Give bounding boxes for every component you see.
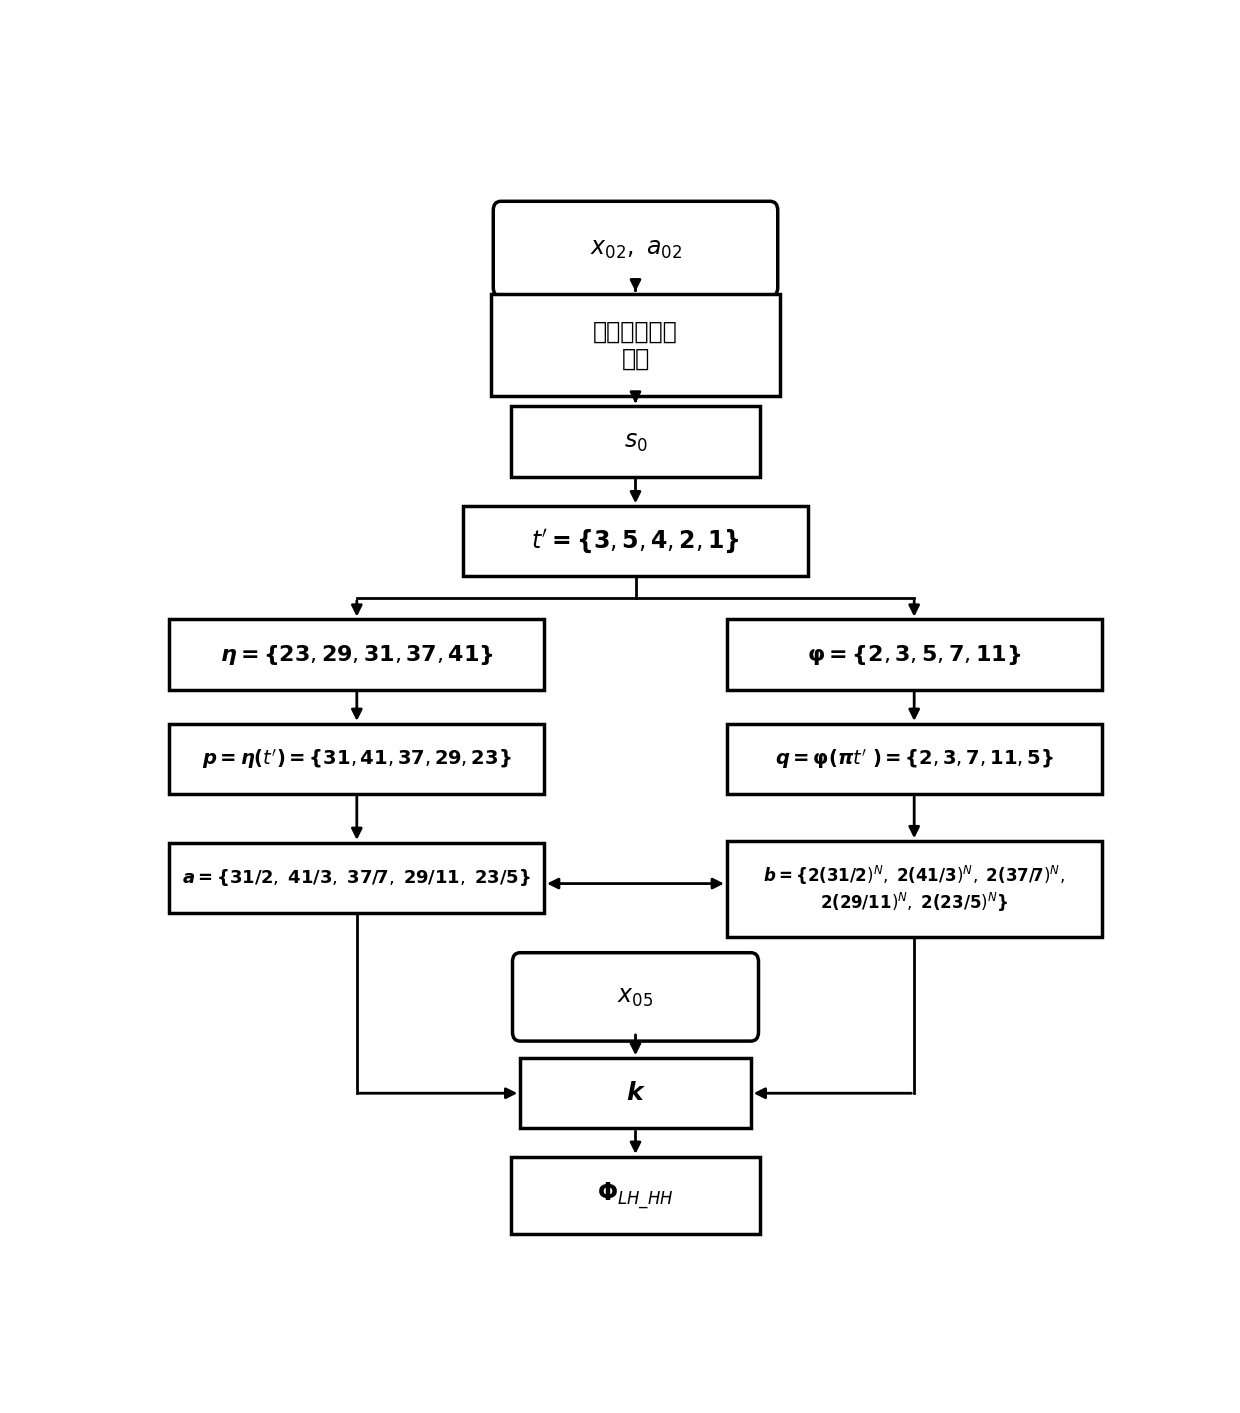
FancyBboxPatch shape [463,506,808,577]
Text: $x_{05}$: $x_{05}$ [618,985,653,1009]
Text: $\boldsymbol{\varphi=\{2,3,5,7,11\}}$: $\boldsymbol{\varphi=\{2,3,5,7,11\}}$ [807,643,1022,667]
Text: $\boldsymbol{k}$: $\boldsymbol{k}$ [625,1081,646,1105]
FancyBboxPatch shape [170,619,544,690]
FancyBboxPatch shape [511,407,760,476]
Text: 逻辑斯蒂混沌
系统: 逻辑斯蒂混沌 系统 [593,319,678,372]
Text: $\boldsymbol{\Phi}_{LH\_HH}$: $\boldsymbol{\Phi}_{LH\_HH}$ [598,1180,673,1211]
Text: $\boldsymbol{t^{\prime}=\{3,5,4,2,1\}}$: $\boldsymbol{t^{\prime}=\{3,5,4,2,1\}}$ [531,527,740,555]
Text: $\boldsymbol{b=\{2(31/2)^N,\ 2(41/3)^N,\ 2(37/7)^N,}$
$\boldsymbol{2(29/11)^N,\ : $\boldsymbol{b=\{2(31/2)^N,\ 2(41/3)^N,\… [764,865,1065,914]
FancyBboxPatch shape [521,1058,751,1129]
Text: $x_{02},\ a_{02}$: $x_{02},\ a_{02}$ [589,237,682,261]
Text: $\boldsymbol{q=\varphi(\pi t^{\prime}\ )=\{2,3,7,11,5\}}$: $\boldsymbol{q=\varphi(\pi t^{\prime}\ )… [775,747,1054,771]
FancyBboxPatch shape [511,1157,760,1234]
Text: $\boldsymbol{p=\eta(t^{\prime})=\{31,41,37,29,23\}}$: $\boldsymbol{p=\eta(t^{\prime})=\{31,41,… [202,747,512,771]
FancyBboxPatch shape [170,723,544,794]
Text: $\boldsymbol{a=\{31/2,\ 41/3,\ 37/7,\ 29/11,\ 23/5\}}$: $\boldsymbol{a=\{31/2,\ 41/3,\ 37/7,\ 29… [182,868,531,889]
FancyBboxPatch shape [512,952,759,1041]
FancyBboxPatch shape [727,723,1101,794]
FancyBboxPatch shape [494,201,777,297]
FancyBboxPatch shape [727,619,1101,690]
Text: $\boldsymbol{s_0}$: $\boldsymbol{s_0}$ [624,430,647,454]
FancyBboxPatch shape [727,841,1101,937]
FancyBboxPatch shape [170,842,544,913]
FancyBboxPatch shape [491,294,780,396]
Text: $\boldsymbol{\eta=\{23,29,31,37,41\}}$: $\boldsymbol{\eta=\{23,29,31,37,41\}}$ [219,643,494,667]
